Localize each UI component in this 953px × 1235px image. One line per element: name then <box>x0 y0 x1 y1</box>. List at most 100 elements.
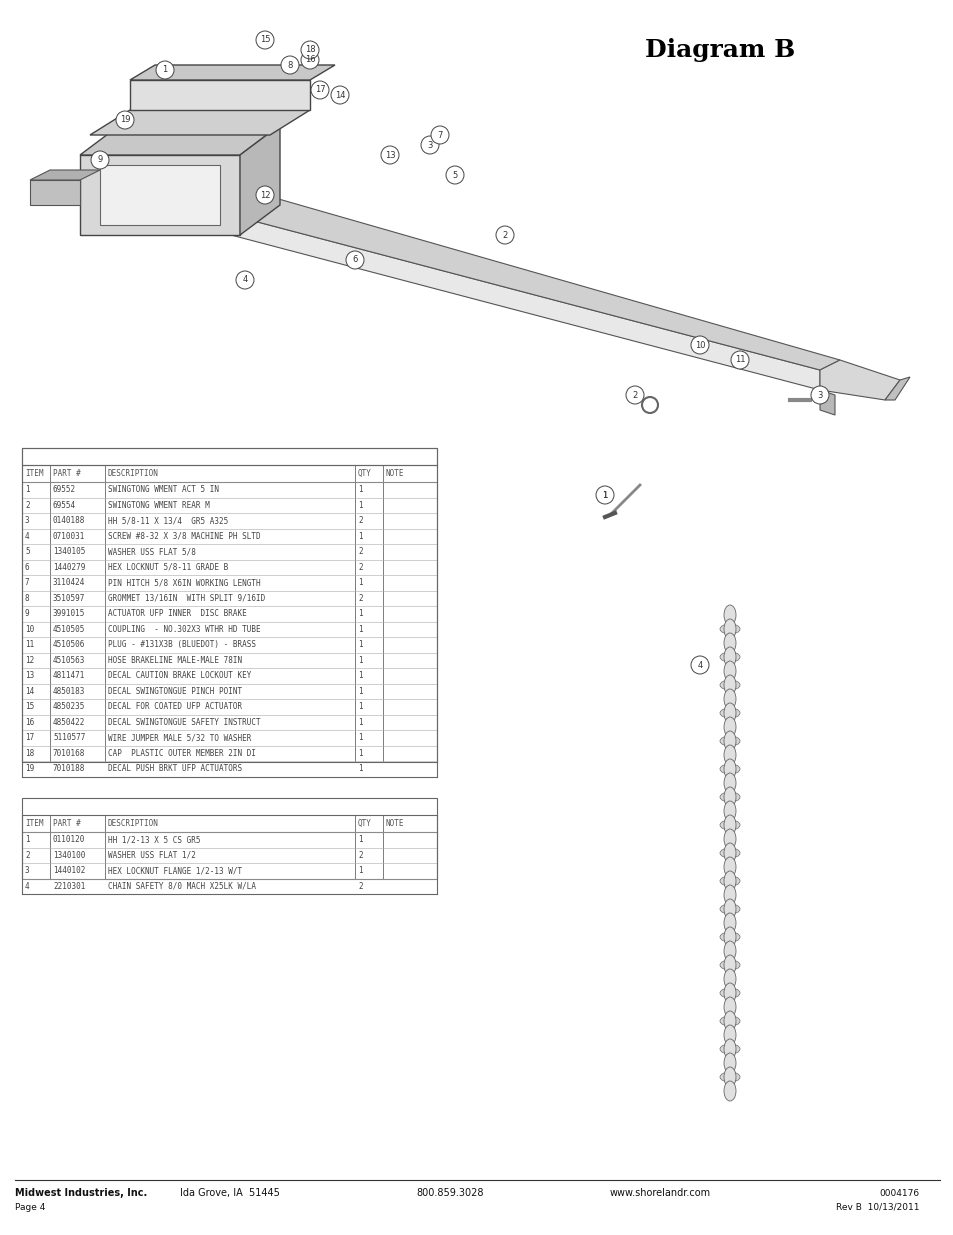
Text: COUPLING  - NO.302X3 WTHR HD TUBE: COUPLING - NO.302X3 WTHR HD TUBE <box>108 625 260 634</box>
Text: 1: 1 <box>601 490 607 499</box>
Text: 10: 10 <box>25 625 34 634</box>
Text: 1: 1 <box>357 625 362 634</box>
Text: WASHER USS FLAT 1/2: WASHER USS FLAT 1/2 <box>108 851 195 860</box>
Text: 1440102: 1440102 <box>53 866 85 876</box>
Text: 1340105: 1340105 <box>53 547 85 556</box>
Text: 2210301: 2210301 <box>53 882 85 890</box>
Text: HEX LOCKNUT 5/8-11 GRADE B: HEX LOCKNUT 5/8-11 GRADE B <box>108 563 228 572</box>
Text: ACTUATOR UFP INNER  DISC BRAKE: ACTUATOR UFP INNER DISC BRAKE <box>108 609 247 619</box>
Text: 2: 2 <box>502 231 507 240</box>
Text: 1: 1 <box>25 835 30 845</box>
Ellipse shape <box>720 876 740 885</box>
Ellipse shape <box>723 745 735 764</box>
Circle shape <box>116 111 133 128</box>
Ellipse shape <box>723 1067 735 1087</box>
Text: HH 1/2-13 X 5 CS GR5: HH 1/2-13 X 5 CS GR5 <box>108 835 200 845</box>
Ellipse shape <box>723 844 735 863</box>
Text: QTY: QTY <box>357 469 372 478</box>
Ellipse shape <box>723 997 735 1016</box>
Ellipse shape <box>723 955 735 974</box>
Circle shape <box>730 351 748 369</box>
Polygon shape <box>154 195 820 390</box>
Text: 4850183: 4850183 <box>53 687 85 695</box>
Text: 7010188: 7010188 <box>53 764 85 773</box>
Text: 13: 13 <box>384 151 395 159</box>
Text: 14: 14 <box>335 90 345 100</box>
Text: 4850235: 4850235 <box>53 703 85 711</box>
Text: 8: 8 <box>25 594 30 603</box>
Ellipse shape <box>723 619 735 638</box>
Text: www.shorelandr.com: www.shorelandr.com <box>609 1188 710 1198</box>
Ellipse shape <box>723 718 735 737</box>
Text: 19: 19 <box>25 764 34 773</box>
Text: 1440279: 1440279 <box>53 563 85 572</box>
Text: 3: 3 <box>25 866 30 876</box>
Text: 6: 6 <box>25 563 30 572</box>
Text: DECAL CAUTION BRAKE LOCKOUT KEY: DECAL CAUTION BRAKE LOCKOUT KEY <box>108 672 251 680</box>
Ellipse shape <box>723 829 735 848</box>
Text: 0140188: 0140188 <box>53 516 85 525</box>
Ellipse shape <box>723 605 735 625</box>
Circle shape <box>380 146 398 164</box>
Ellipse shape <box>720 960 740 969</box>
Ellipse shape <box>720 848 740 858</box>
Ellipse shape <box>720 932 740 942</box>
Text: HEX LOCKNUT FLANGE 1/2-13 W/T: HEX LOCKNUT FLANGE 1/2-13 W/T <box>108 866 242 876</box>
Circle shape <box>496 226 514 245</box>
Text: 4: 4 <box>242 275 248 284</box>
Text: 1: 1 <box>25 485 30 494</box>
Text: 4: 4 <box>25 882 30 890</box>
Text: 800.859.3028: 800.859.3028 <box>416 1188 483 1198</box>
Text: 14: 14 <box>25 687 34 695</box>
Text: SWINGTONG WMENT ACT 5 IN: SWINGTONG WMENT ACT 5 IN <box>108 485 219 494</box>
Bar <box>22 448 436 762</box>
Text: HOSE BRAKELINE MALE-MALE 78IN: HOSE BRAKELINE MALE-MALE 78IN <box>108 656 242 664</box>
Bar <box>22 448 436 466</box>
Text: 16: 16 <box>25 718 34 726</box>
Ellipse shape <box>723 941 735 961</box>
Circle shape <box>156 61 173 79</box>
Circle shape <box>281 56 298 74</box>
Text: 4510563: 4510563 <box>53 656 85 664</box>
Ellipse shape <box>723 760 735 779</box>
Ellipse shape <box>723 1053 735 1073</box>
Text: GROMMET 13/16IN  WITH SPLIT 9/16ID: GROMMET 13/16IN WITH SPLIT 9/16ID <box>108 594 265 603</box>
Ellipse shape <box>720 988 740 998</box>
Text: DECAL SWINGTONGUE PINCH POINT: DECAL SWINGTONGUE PINCH POINT <box>108 687 242 695</box>
Ellipse shape <box>720 1016 740 1026</box>
Bar <box>22 798 436 879</box>
Circle shape <box>431 126 449 144</box>
Circle shape <box>625 387 643 404</box>
Text: 16: 16 <box>304 56 315 64</box>
Ellipse shape <box>723 787 735 806</box>
Text: 4850422: 4850422 <box>53 718 85 726</box>
Text: 11: 11 <box>734 356 744 364</box>
Text: 1: 1 <box>357 656 362 664</box>
Text: 7: 7 <box>436 131 442 140</box>
Text: 9: 9 <box>25 609 30 619</box>
Ellipse shape <box>720 1044 740 1053</box>
Ellipse shape <box>720 792 740 802</box>
Text: 0710031: 0710031 <box>53 532 85 541</box>
Circle shape <box>446 165 463 184</box>
Text: DESCRIPTION: DESCRIPTION <box>108 819 159 827</box>
Polygon shape <box>30 180 80 205</box>
Text: 13: 13 <box>25 672 34 680</box>
Ellipse shape <box>720 624 740 634</box>
Text: 8: 8 <box>287 61 293 69</box>
Text: 10: 10 <box>694 341 704 350</box>
Text: 12: 12 <box>259 190 270 200</box>
Text: 2: 2 <box>357 882 362 890</box>
Text: 4510506: 4510506 <box>53 640 85 650</box>
Polygon shape <box>820 359 899 400</box>
Text: 5: 5 <box>452 170 457 179</box>
Text: 2: 2 <box>25 500 30 510</box>
Ellipse shape <box>723 983 735 1003</box>
Text: 2: 2 <box>632 390 637 399</box>
Ellipse shape <box>723 913 735 932</box>
Text: 9: 9 <box>97 156 103 164</box>
Text: 17: 17 <box>314 85 325 95</box>
Text: 11: 11 <box>25 640 34 650</box>
Text: 1: 1 <box>357 718 362 726</box>
Text: PIN HITCH 5/8 X6IN WORKING LENGTH: PIN HITCH 5/8 X6IN WORKING LENGTH <box>108 578 260 588</box>
